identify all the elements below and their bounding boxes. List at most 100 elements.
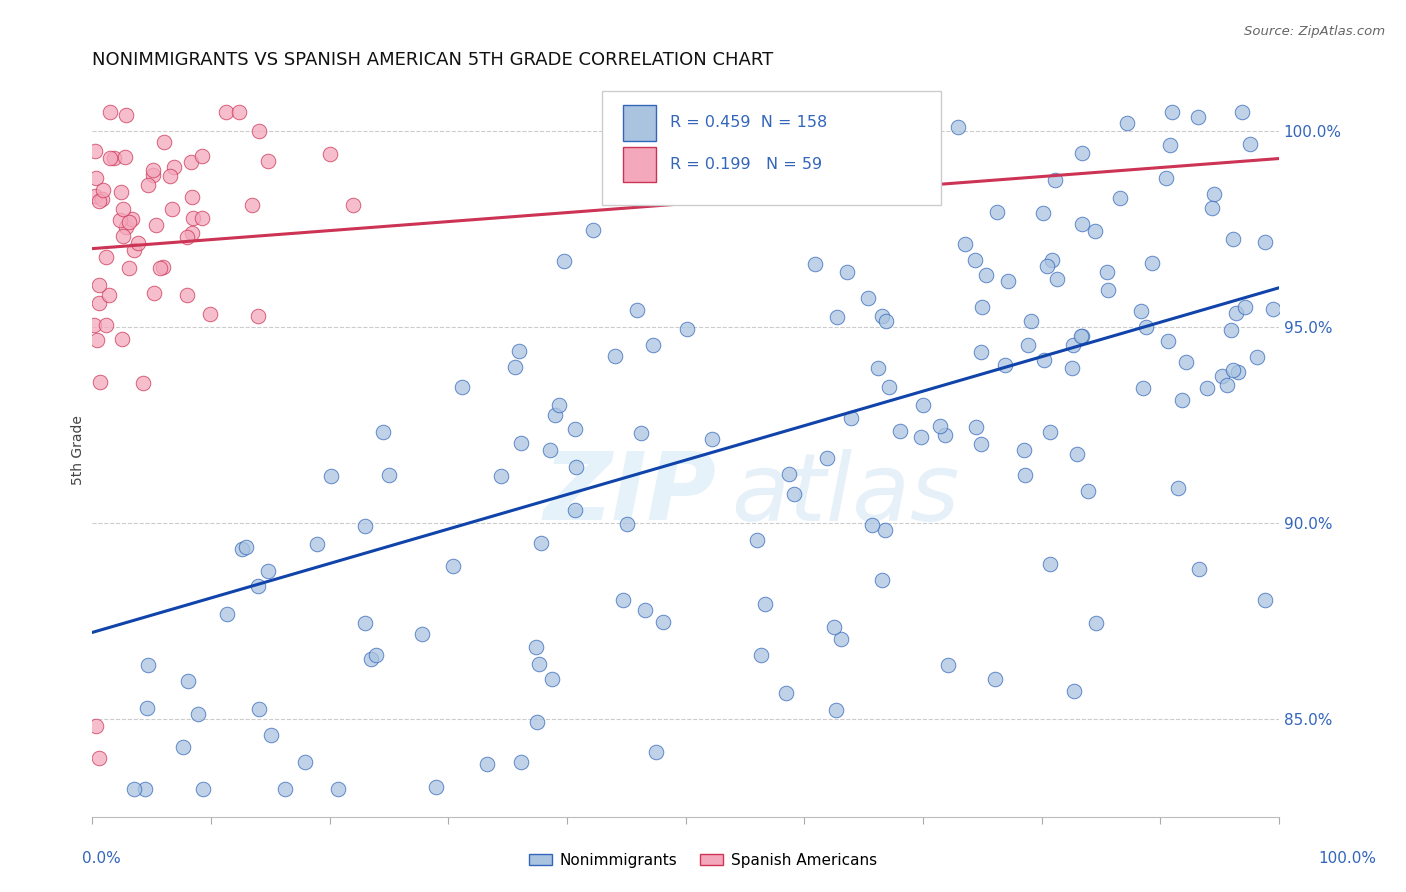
Point (247, 578, 270, 592)
Point (544, 408, 567, 422)
Point (1095, 264, 1118, 278)
Point (450, 380, 472, 394)
Point (354, 616, 377, 631)
Point (111, 228, 134, 243)
Point (136, 657, 159, 672)
Point (970, 437, 993, 451)
Point (1227, 365, 1250, 379)
Point (160, 202, 183, 216)
Point (997, 274, 1019, 288)
Point (839, 410, 862, 425)
Point (1254, 235, 1277, 250)
Point (526, 715, 548, 730)
Point (1233, 300, 1256, 314)
Point (191, 149, 214, 163)
Point (84, 719, 107, 733)
Point (830, 632, 852, 646)
Point (89, 751, 111, 765)
Point (96, 318, 118, 332)
Point (772, 129, 794, 144)
Point (634, 603, 657, 617)
Point (630, 425, 652, 440)
Point (870, 309, 893, 323)
Point (823, 620, 845, 634)
Point (86, 333, 108, 347)
Point (953, 236, 976, 251)
Point (1017, 338, 1039, 352)
Point (145, 218, 167, 232)
Point (1063, 683, 1085, 698)
Point (118, 215, 141, 229)
Point (1204, 187, 1226, 202)
Point (148, 260, 170, 275)
Point (1154, 170, 1177, 185)
Point (231, 542, 253, 557)
Point (564, 460, 586, 475)
Point (1130, 304, 1153, 318)
Point (83, 318, 105, 333)
Point (1211, 369, 1233, 384)
Point (910, 429, 932, 443)
Point (1174, 355, 1197, 369)
Point (564, 503, 586, 517)
Point (198, 307, 221, 321)
Point (115, 107, 138, 121)
Point (626, 303, 648, 318)
Point (87, 296, 110, 310)
Point (141, 163, 163, 178)
Point (538, 442, 561, 457)
Point (411, 627, 433, 641)
Point (187, 707, 209, 722)
Point (745, 533, 768, 548)
Point (612, 593, 634, 607)
Point (305, 536, 328, 550)
Point (1077, 484, 1099, 499)
Point (240, 198, 263, 212)
Point (84, 145, 107, 159)
Point (90, 192, 112, 206)
Point (136, 178, 159, 192)
Point (1084, 224, 1107, 238)
Point (176, 230, 198, 244)
Point (994, 358, 1017, 372)
Point (489, 468, 512, 483)
Point (509, 436, 531, 450)
Point (1167, 481, 1189, 495)
Point (603, 349, 626, 363)
Point (873, 523, 896, 537)
Point (825, 703, 848, 717)
Point (1261, 302, 1284, 317)
Point (616, 516, 638, 531)
Point (870, 574, 893, 588)
Point (86, 171, 108, 186)
Text: ZIP: ZIP (543, 449, 716, 541)
Point (108, 213, 131, 227)
Point (503, 359, 526, 374)
Point (87, 277, 110, 292)
Legend: Nonimmigrants, Spanish Americans: Nonimmigrants, Spanish Americans (523, 847, 883, 873)
Point (564, 422, 586, 436)
Point (103, 152, 125, 166)
Point (972, 300, 994, 314)
Point (124, 782, 146, 797)
Point (1014, 468, 1036, 483)
Point (963, 252, 986, 267)
Point (1219, 323, 1241, 337)
Point (84, 189, 107, 203)
Point (754, 597, 776, 611)
Point (1038, 558, 1060, 572)
Point (217, 607, 239, 621)
Text: atlas: atlas (731, 449, 959, 540)
Point (1135, 319, 1157, 334)
Point (860, 517, 883, 532)
Point (986, 205, 1008, 219)
Point (371, 425, 394, 439)
Point (475, 757, 498, 772)
Point (970, 344, 993, 359)
Point (152, 135, 174, 149)
Point (228, 104, 250, 119)
Point (936, 658, 959, 673)
Point (1232, 104, 1254, 119)
Point (1116, 115, 1139, 129)
Point (875, 314, 897, 328)
